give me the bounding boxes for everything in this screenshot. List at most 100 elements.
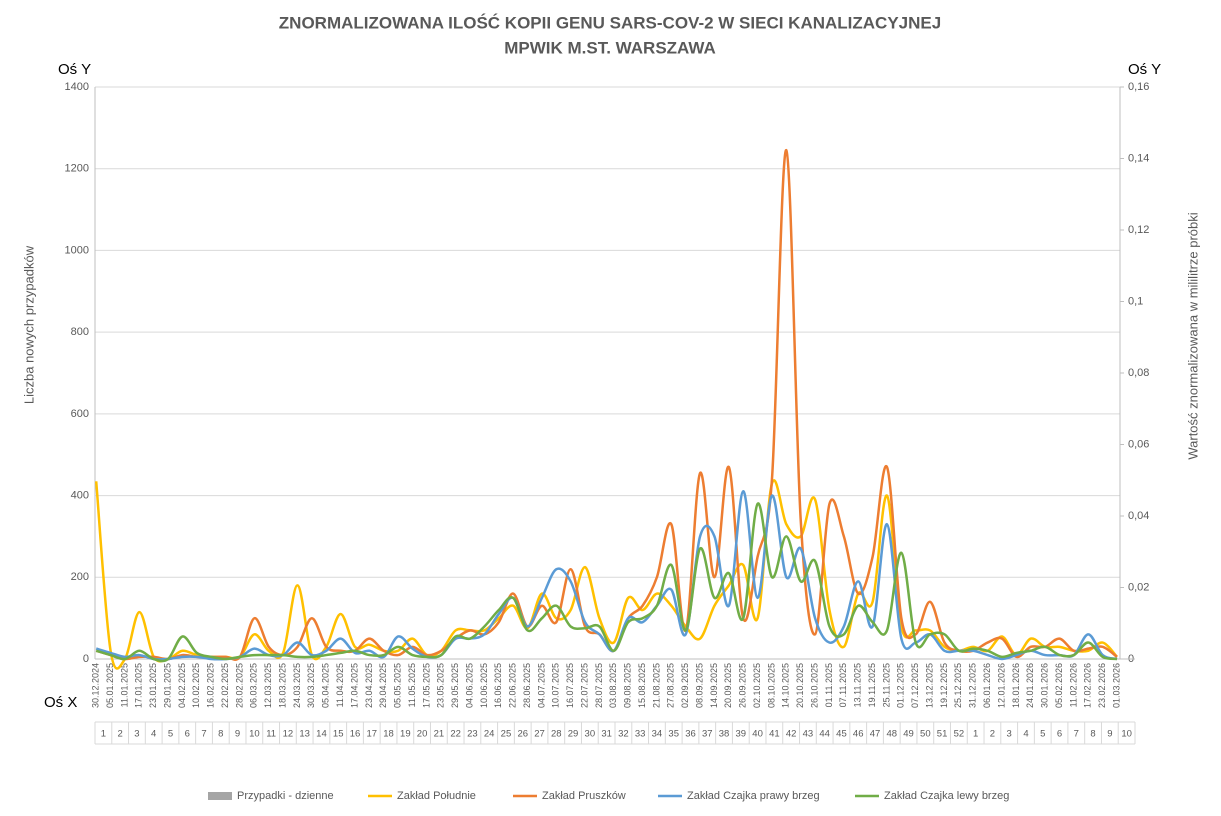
y-tick-label: 200 <box>71 571 89 583</box>
y2-tick-label: 0,1 <box>1128 295 1143 307</box>
week-label: 14 <box>316 729 327 740</box>
week-label: 10 <box>249 729 260 740</box>
week-label: 10 <box>1121 729 1132 740</box>
week-label: 6 <box>1057 729 1062 740</box>
x-tick-label: 11.04.2025 <box>335 663 345 707</box>
x-tick-label: 17.01.2025 <box>134 663 144 708</box>
week-label: 7 <box>1074 729 1079 740</box>
y-tick-label: 1400 <box>65 81 89 93</box>
week-label: 26 <box>517 729 528 740</box>
week-label: 51 <box>937 729 948 740</box>
y-axis-name: Oś Y <box>58 61 91 78</box>
week-label: 34 <box>652 729 663 740</box>
x-tick-label: 17.02.2026 <box>1083 663 1093 708</box>
week-label: 9 <box>235 729 240 740</box>
chart-title: MPWIK M.ST. WARSZAWA <box>504 38 716 57</box>
x-tick-label: 07.11.2025 <box>838 663 848 707</box>
x-tick-label: 18.01.2026 <box>1011 663 1021 708</box>
x-tick-label: 13.11.2025 <box>853 663 863 707</box>
x-tick-label: 12.03.2025 <box>263 663 273 708</box>
x-tick-label: 08.09.2025 <box>694 663 704 708</box>
x-tick-label: 14.09.2025 <box>709 663 719 708</box>
x-axis-name: Oś X <box>44 694 77 711</box>
week-label: 32 <box>618 729 629 740</box>
week-label: 8 <box>1090 729 1095 740</box>
x-tick-label: 01.11.2025 <box>824 663 834 707</box>
week-label: 2 <box>118 729 123 740</box>
x-tick-label: 03.08.2025 <box>608 663 618 708</box>
x-tick-label: 01.03.2026 <box>1111 663 1121 708</box>
y2-tick-label: 0,16 <box>1128 81 1149 93</box>
week-label: 24 <box>484 729 495 740</box>
y2-tick-label: 0,12 <box>1128 224 1149 236</box>
week-label: 37 <box>702 729 713 740</box>
x-tick-label: 14.10.2025 <box>781 663 791 708</box>
y2-tick-label: 0,02 <box>1128 581 1149 593</box>
x-tick-label: 07.12.2025 <box>910 663 920 708</box>
x-tick-label: 18.03.2025 <box>277 663 287 708</box>
y2-tick-label: 0,14 <box>1128 152 1149 164</box>
y2-tick-label: 0,08 <box>1128 367 1149 379</box>
x-tick-label: 11.02.2026 <box>1068 663 1078 707</box>
y-tick-label: 600 <box>71 408 89 420</box>
x-tick-label: 04.06.2025 <box>464 663 474 708</box>
x-tick-label: 02.09.2025 <box>680 663 690 708</box>
x-tick-label: 21.08.2025 <box>651 663 661 708</box>
week-label: 39 <box>736 729 747 740</box>
week-label: 44 <box>819 729 830 740</box>
week-label: 21 <box>434 729 445 740</box>
x-tick-label: 26.10.2025 <box>809 663 819 708</box>
week-label: 33 <box>635 729 646 740</box>
week-label: 40 <box>752 729 763 740</box>
y2-axis-name: Oś Y <box>1128 61 1161 78</box>
legend-label: Przypadki - dzienne <box>237 790 334 802</box>
legend-label: Zakład Pruszków <box>542 790 626 802</box>
week-label: 48 <box>886 729 897 740</box>
week-label: 46 <box>853 729 864 740</box>
week-label: 13 <box>299 729 310 740</box>
week-label: 43 <box>803 729 814 740</box>
x-tick-label: 19.11.2025 <box>867 663 877 707</box>
x-tick-label: 17.05.2025 <box>421 663 431 708</box>
series-line <box>94 479 1118 670</box>
week-label: 35 <box>668 729 679 740</box>
x-tick-label: 20.10.2025 <box>795 663 805 708</box>
x-tick-label: 29.05.2025 <box>450 663 460 708</box>
x-tick-label: 27.08.2025 <box>666 663 676 708</box>
week-label: 4 <box>151 729 156 740</box>
x-tick-label: 04.02.2025 <box>177 663 187 708</box>
week-label: 19 <box>400 729 411 740</box>
x-tick-label: 22.02.2025 <box>220 663 230 708</box>
x-tick-label: 26.09.2025 <box>738 663 748 708</box>
x-tick-label: 16.02.2025 <box>206 663 216 708</box>
week-label: 20 <box>417 729 428 740</box>
x-tick-label: 01.12.2025 <box>896 663 906 708</box>
x-tick-label: 04.07.2025 <box>536 663 546 708</box>
x-tick-label: 25.11.2025 <box>881 663 891 707</box>
y-axis-title: Liczba nowych przypadków <box>21 245 36 404</box>
x-tick-label: 12.01.2026 <box>996 663 1006 708</box>
week-label: 42 <box>786 729 797 740</box>
week-label: 7 <box>201 729 206 740</box>
legend-swatch <box>208 792 232 800</box>
x-tick-label: 11.01.2025 <box>119 663 129 707</box>
week-label: 16 <box>350 729 361 740</box>
x-tick-label: 06.03.2025 <box>249 663 259 708</box>
week-label: 49 <box>903 729 914 740</box>
x-tick-label: 29.01.2025 <box>162 663 172 708</box>
week-label: 5 <box>168 729 173 740</box>
x-tick-label: 08.10.2025 <box>766 663 776 708</box>
week-label: 6 <box>185 729 190 740</box>
week-label: 38 <box>719 729 730 740</box>
y-tick-label: 1200 <box>65 163 89 175</box>
week-label: 1 <box>973 729 978 740</box>
x-tick-label: 23.01.2025 <box>148 663 158 708</box>
week-label: 15 <box>333 729 344 740</box>
y-tick-label: 0 <box>83 653 89 665</box>
y-tick-label: 400 <box>71 489 89 501</box>
x-tick-label: 23.05.2025 <box>436 663 446 708</box>
week-label: 8 <box>218 729 223 740</box>
y-tick-label: 800 <box>71 326 89 338</box>
week-label: 4 <box>1023 729 1028 740</box>
